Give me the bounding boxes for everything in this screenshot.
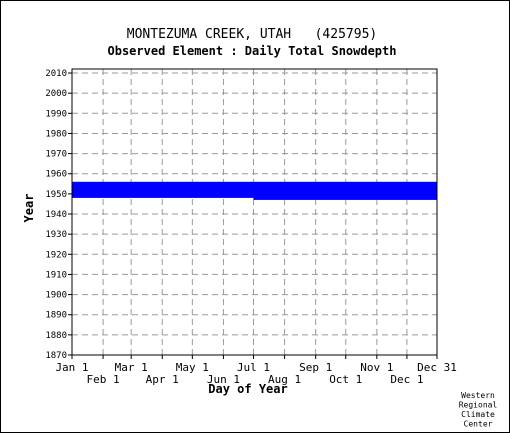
credit-line: Western [461, 391, 495, 400]
credit-line: Regional [459, 401, 498, 410]
x-tick-label: Jan 1 [55, 361, 88, 374]
x-tick-label: Sep 1 [299, 361, 332, 374]
y-axis-label: Year [22, 194, 36, 223]
x-tick-label: Aug 1 [268, 373, 301, 386]
y-tick-label: 1910 [45, 270, 67, 280]
y-tick-label: 1950 [45, 190, 67, 200]
x-tick-label: Nov 1 [360, 361, 393, 374]
data-record [72, 181, 254, 198]
x-tick-label: Jul 1 [237, 361, 270, 374]
y-tick-label: 1890 [45, 311, 67, 321]
x-tick-label: Apr 1 [146, 373, 179, 386]
x-tick-label: Dec 1 [390, 373, 423, 386]
chart-subtitle: Observed Element : Daily Total Snowdepth [108, 44, 397, 58]
credit-line: Climate [461, 410, 495, 419]
y-tick-label: 1880 [45, 331, 67, 341]
y-tick-label: 1900 [45, 291, 67, 301]
y-tick-label: 1920 [45, 250, 67, 260]
y-tick-label: 1940 [45, 210, 67, 220]
y-tick-label: 2000 [45, 89, 67, 99]
y-tick-label: 1870 [45, 351, 67, 361]
x-tick-label: Feb 1 [87, 373, 120, 386]
chart-title: MONTEZUMA CREEK, UTAH (425795) [127, 27, 377, 42]
data-record [253, 181, 437, 200]
y-tick-label: 1990 [45, 109, 67, 119]
plot-area: 1870 1880 1890 1900 1910 1920 1930 1940 1950 1960… [45, 68, 457, 386]
x-tick-label: Oct 1 [329, 373, 362, 386]
x-tick-label: May 1 [176, 361, 209, 374]
y-tick-label: 1980 [45, 129, 67, 139]
x-tick-label: Mar 1 [115, 361, 148, 374]
y-tick-label: 1930 [45, 230, 67, 240]
y-tick-label: 1970 [45, 150, 67, 160]
x-tick-label: Jun 1 [207, 373, 240, 386]
credit-line: Center [464, 420, 493, 429]
plot-border [71, 68, 438, 356]
y-tick-label: 1960 [45, 170, 67, 180]
x-axis-label: Day of Year [208, 382, 287, 396]
y-tick-label: 2010 [45, 69, 67, 79]
x-tick-label: Dec 31 [417, 361, 457, 374]
